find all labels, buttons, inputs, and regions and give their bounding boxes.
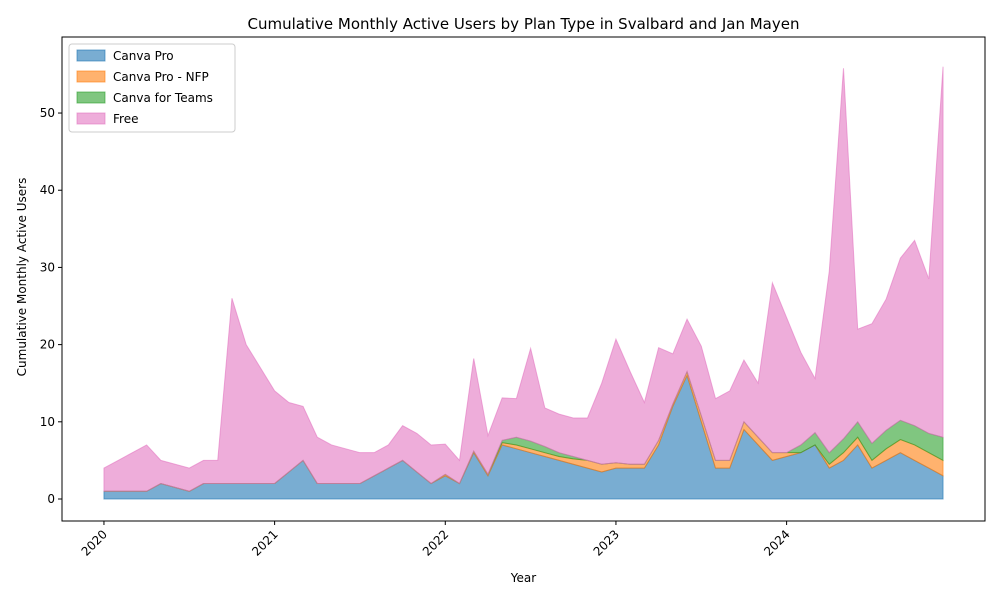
y-tick-label: 30	[40, 260, 55, 274]
area-layers	[103, 66, 944, 500]
x-tick-label: 2021	[249, 527, 280, 558]
y-tick-label: 40	[40, 183, 55, 197]
legend-label: Canva Pro	[113, 49, 174, 63]
y-tick-label: 10	[40, 415, 55, 429]
plot-border	[61, 36, 986, 522]
y-tick-label: 0	[47, 492, 55, 506]
x-tick-label: 2022	[420, 527, 451, 558]
legend-swatch	[76, 49, 106, 62]
legend-label: Canva Pro - NFP	[113, 70, 209, 84]
legend: Canva Pro Canva Pro - NFP Canva for Teams F…	[68, 43, 236, 133]
legend-swatch	[76, 112, 106, 125]
x-axis: 2020 2021 2022 2023 2024	[79, 521, 793, 559]
y-tick-label: 50	[40, 106, 55, 120]
legend-swatch	[76, 91, 106, 104]
y-tick-label: 20	[40, 338, 55, 352]
x-tick-label: 2024	[761, 527, 792, 558]
x-axis-title: Year	[510, 571, 536, 585]
legend-swatch	[76, 70, 106, 83]
chart-title: Cumulative Monthly Active Users by Plan …	[248, 15, 800, 33]
area-series-3	[103, 66, 944, 492]
x-tick-label: 2023	[591, 527, 622, 558]
plot-frame	[61, 36, 986, 522]
legend-label: Free	[113, 112, 138, 126]
y-axis-title: Cumulative Monthly Active Users	[15, 178, 29, 377]
legend-label: Canva for Teams	[113, 91, 213, 105]
y-axis: 0 10 20 30 40 50	[40, 106, 62, 506]
x-tick-label: 2020	[79, 527, 110, 558]
legend-box	[68, 43, 236, 133]
